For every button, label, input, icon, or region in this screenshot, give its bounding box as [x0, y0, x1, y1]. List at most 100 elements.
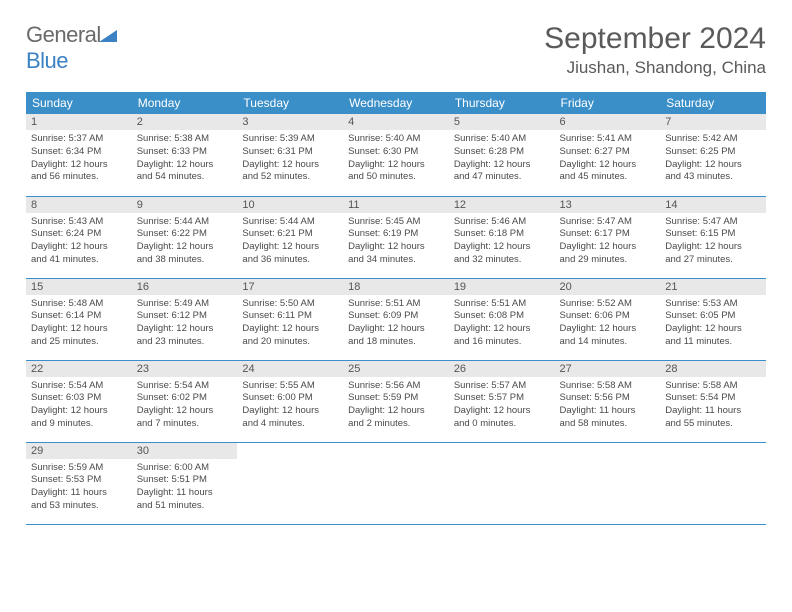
- daylight-text-1: Daylight: 12 hours: [242, 159, 338, 172]
- week-row: 15Sunrise: 5:48 AMSunset: 6:14 PMDayligh…: [26, 278, 766, 360]
- day-body: Sunrise: 5:37 AMSunset: 6:34 PMDaylight:…: [26, 130, 132, 187]
- daylight-text-1: Daylight: 12 hours: [242, 405, 338, 418]
- day-cell: 24Sunrise: 5:55 AMSunset: 6:00 PMDayligh…: [237, 360, 343, 442]
- sunrise-text: Sunrise: 5:38 AM: [137, 133, 233, 146]
- daylight-text-1: Daylight: 12 hours: [137, 323, 233, 336]
- logo-part2: Blue: [26, 48, 68, 73]
- day-cell: 22Sunrise: 5:54 AMSunset: 6:03 PMDayligh…: [26, 360, 132, 442]
- day-cell: 8Sunrise: 5:43 AMSunset: 6:24 PMDaylight…: [26, 196, 132, 278]
- sunrise-text: Sunrise: 5:47 AM: [665, 216, 761, 229]
- day-cell: [343, 442, 449, 524]
- sunset-text: Sunset: 5:51 PM: [137, 474, 233, 487]
- sunset-text: Sunset: 6:05 PM: [665, 310, 761, 323]
- day-body: Sunrise: 5:41 AMSunset: 6:27 PMDaylight:…: [555, 130, 661, 187]
- daylight-text-2: and 25 minutes.: [31, 336, 127, 349]
- sunset-text: Sunset: 5:54 PM: [665, 392, 761, 405]
- daylight-text-2: and 54 minutes.: [137, 171, 233, 184]
- daylight-text-1: Daylight: 12 hours: [242, 241, 338, 254]
- day-body: Sunrise: 5:52 AMSunset: 6:06 PMDaylight:…: [555, 295, 661, 352]
- sunrise-text: Sunrise: 5:54 AM: [137, 380, 233, 393]
- sunrise-text: Sunrise: 5:58 AM: [665, 380, 761, 393]
- daylight-text-1: Daylight: 12 hours: [560, 159, 656, 172]
- day-number: 14: [660, 197, 766, 213]
- day-number: 24: [237, 361, 343, 377]
- sunrise-text: Sunrise: 5:40 AM: [348, 133, 444, 146]
- sunset-text: Sunset: 5:57 PM: [454, 392, 550, 405]
- day-cell: 17Sunrise: 5:50 AMSunset: 6:11 PMDayligh…: [237, 278, 343, 360]
- day-body: Sunrise: 5:48 AMSunset: 6:14 PMDaylight:…: [26, 295, 132, 352]
- sunrise-text: Sunrise: 5:48 AM: [31, 298, 127, 311]
- sunrise-text: Sunrise: 5:39 AM: [242, 133, 338, 146]
- day-cell: 27Sunrise: 5:58 AMSunset: 5:56 PMDayligh…: [555, 360, 661, 442]
- day-cell: 19Sunrise: 5:51 AMSunset: 6:08 PMDayligh…: [449, 278, 555, 360]
- day-number: 16: [132, 279, 238, 295]
- day-body: Sunrise: 5:50 AMSunset: 6:11 PMDaylight:…: [237, 295, 343, 352]
- daylight-text-2: and 23 minutes.: [137, 336, 233, 349]
- daylight-text-2: and 7 minutes.: [137, 418, 233, 431]
- daylight-text-2: and 45 minutes.: [560, 171, 656, 184]
- day-body: Sunrise: 5:58 AMSunset: 5:56 PMDaylight:…: [555, 377, 661, 434]
- weekday-header: Friday: [555, 92, 661, 114]
- daylight-text-2: and 14 minutes.: [560, 336, 656, 349]
- day-number: 20: [555, 279, 661, 295]
- sunset-text: Sunset: 5:59 PM: [348, 392, 444, 405]
- day-body: Sunrise: 5:51 AMSunset: 6:09 PMDaylight:…: [343, 295, 449, 352]
- sunset-text: Sunset: 6:03 PM: [31, 392, 127, 405]
- daylight-text-1: Daylight: 12 hours: [242, 323, 338, 336]
- daylight-text-1: Daylight: 12 hours: [454, 323, 550, 336]
- day-cell: 4Sunrise: 5:40 AMSunset: 6:30 PMDaylight…: [343, 114, 449, 196]
- daylight-text-1: Daylight: 11 hours: [665, 405, 761, 418]
- day-number: 8: [26, 197, 132, 213]
- logo: General Blue: [26, 22, 117, 74]
- day-body: Sunrise: 5:45 AMSunset: 6:19 PMDaylight:…: [343, 213, 449, 270]
- sunset-text: Sunset: 6:17 PM: [560, 228, 656, 241]
- day-cell: 20Sunrise: 5:52 AMSunset: 6:06 PMDayligh…: [555, 278, 661, 360]
- day-body: Sunrise: 5:47 AMSunset: 6:15 PMDaylight:…: [660, 213, 766, 270]
- daylight-text-1: Daylight: 12 hours: [137, 405, 233, 418]
- daylight-text-2: and 16 minutes.: [454, 336, 550, 349]
- day-cell: 2Sunrise: 5:38 AMSunset: 6:33 PMDaylight…: [132, 114, 238, 196]
- week-row: 22Sunrise: 5:54 AMSunset: 6:03 PMDayligh…: [26, 360, 766, 442]
- day-number: 23: [132, 361, 238, 377]
- day-number: 18: [343, 279, 449, 295]
- daylight-text-2: and 36 minutes.: [242, 254, 338, 267]
- daylight-text-1: Daylight: 12 hours: [454, 241, 550, 254]
- sunset-text: Sunset: 6:25 PM: [665, 146, 761, 159]
- sunrise-text: Sunrise: 5:44 AM: [137, 216, 233, 229]
- daylight-text-1: Daylight: 12 hours: [31, 323, 127, 336]
- daylight-text-2: and 51 minutes.: [137, 500, 233, 513]
- sunset-text: Sunset: 6:30 PM: [348, 146, 444, 159]
- sunset-text: Sunset: 6:34 PM: [31, 146, 127, 159]
- weekday-header-row: Sunday Monday Tuesday Wednesday Thursday…: [26, 92, 766, 114]
- day-body: Sunrise: 5:47 AMSunset: 6:17 PMDaylight:…: [555, 213, 661, 270]
- daylight-text-2: and 0 minutes.: [454, 418, 550, 431]
- day-body: Sunrise: 5:38 AMSunset: 6:33 PMDaylight:…: [132, 130, 238, 187]
- sunset-text: Sunset: 6:11 PM: [242, 310, 338, 323]
- day-body: Sunrise: 5:40 AMSunset: 6:28 PMDaylight:…: [449, 130, 555, 187]
- sunset-text: Sunset: 6:19 PM: [348, 228, 444, 241]
- daylight-text-1: Daylight: 12 hours: [560, 241, 656, 254]
- daylight-text-1: Daylight: 12 hours: [137, 241, 233, 254]
- sunset-text: Sunset: 6:18 PM: [454, 228, 550, 241]
- sunrise-text: Sunrise: 5:49 AM: [137, 298, 233, 311]
- title-block: September 2024 Jiushan, Shandong, China: [544, 22, 766, 78]
- day-number: 25: [343, 361, 449, 377]
- day-number: 6: [555, 114, 661, 130]
- week-row: 8Sunrise: 5:43 AMSunset: 6:24 PMDaylight…: [26, 196, 766, 278]
- sunrise-text: Sunrise: 5:41 AM: [560, 133, 656, 146]
- daylight-text-1: Daylight: 12 hours: [348, 241, 444, 254]
- daylight-text-2: and 53 minutes.: [31, 500, 127, 513]
- daylight-text-1: Daylight: 11 hours: [137, 487, 233, 500]
- day-body: Sunrise: 5:40 AMSunset: 6:30 PMDaylight:…: [343, 130, 449, 187]
- day-number: 28: [660, 361, 766, 377]
- daylight-text-1: Daylight: 12 hours: [31, 159, 127, 172]
- day-body: Sunrise: 5:46 AMSunset: 6:18 PMDaylight:…: [449, 213, 555, 270]
- sunrise-text: Sunrise: 5:54 AM: [31, 380, 127, 393]
- day-cell: 10Sunrise: 5:44 AMSunset: 6:21 PMDayligh…: [237, 196, 343, 278]
- daylight-text-2: and 4 minutes.: [242, 418, 338, 431]
- day-number: 5: [449, 114, 555, 130]
- sunrise-text: Sunrise: 5:46 AM: [454, 216, 550, 229]
- sunrise-text: Sunrise: 5:56 AM: [348, 380, 444, 393]
- day-number: 10: [237, 197, 343, 213]
- weekday-header: Tuesday: [237, 92, 343, 114]
